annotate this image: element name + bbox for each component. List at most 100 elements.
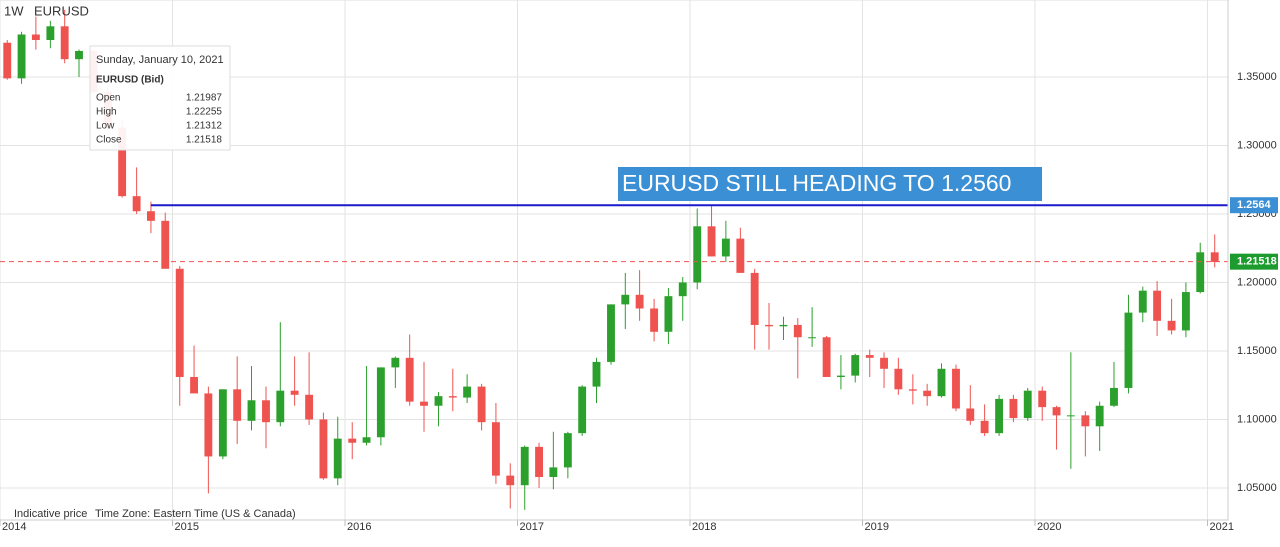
tooltip: Sunday, January 10, 2021 EURUSD (Bid) Op… <box>89 45 231 151</box>
candle-body <box>146 211 155 221</box>
annotation-box <box>618 167 1042 201</box>
x-tick-label: 2020 <box>1037 521 1061 533</box>
candle-body <box>592 361 601 387</box>
candle-body <box>391 357 400 368</box>
tooltip-value: 1.22255 <box>186 107 223 118</box>
candle-body <box>808 337 817 339</box>
candle-body <box>491 422 500 476</box>
tooltip-label: Low <box>96 121 115 132</box>
candle-body <box>233 389 242 421</box>
candle-body <box>448 396 457 398</box>
tooltip-value: 1.21312 <box>186 121 223 132</box>
candle-body <box>1153 290 1162 321</box>
candle-body <box>736 238 745 273</box>
x-tick-label: 2021 <box>1209 521 1233 533</box>
candle-body <box>190 376 198 394</box>
candle-body <box>319 419 328 479</box>
candle-body <box>621 294 630 305</box>
candle-body <box>1210 252 1219 262</box>
candle-body <box>1066 415 1075 417</box>
candle-body <box>333 438 342 479</box>
candle-body <box>276 390 285 423</box>
tooltip-label: High <box>96 107 117 118</box>
candle-body <box>506 475 515 486</box>
candle-body <box>348 438 357 443</box>
tooltip-box <box>89 45 231 151</box>
x-tick-label: 2016 <box>347 521 371 533</box>
candle-body <box>1167 320 1176 331</box>
candle-body <box>952 368 960 409</box>
y-tick-label: 1.05000 <box>1237 482 1277 494</box>
candle-body <box>966 408 975 421</box>
tooltip-value: 1.21518 <box>186 135 223 146</box>
candle-body <box>1138 290 1147 313</box>
footer: Time Zone: Eastern Time (US & Canada) <box>95 508 296 520</box>
candle-body <box>1110 387 1118 406</box>
candle-body <box>750 272 759 325</box>
x-tick-label: 2019 <box>864 521 888 533</box>
candle-body <box>3 42 12 79</box>
candle-body <box>1081 415 1090 427</box>
candle-body <box>60 26 69 60</box>
timeframe: 1W <box>4 3 24 18</box>
candle-body <box>549 467 558 477</box>
candle-body <box>175 268 184 377</box>
y-tick-label: 1.30000 <box>1237 139 1277 151</box>
candle-body <box>721 238 730 257</box>
x-tick-label: 2017 <box>519 521 543 533</box>
candle-body <box>46 26 55 40</box>
grid: 1.050001.100001.150001.200001.250001.300… <box>0 0 1277 533</box>
candle-body <box>1196 252 1205 293</box>
y-tick-label: 1.35000 <box>1237 71 1277 83</box>
price-badge <box>1230 253 1278 270</box>
candle-body <box>563 433 572 468</box>
candle-body <box>851 355 860 376</box>
x-tick-label: 2014 <box>2 521 26 533</box>
chart-title: EURUSD <box>34 3 89 18</box>
candle-body <box>865 355 874 358</box>
tooltip-label: Open <box>96 93 120 104</box>
candle-body <box>463 386 472 398</box>
candle-body <box>980 420 989 434</box>
candle-body <box>405 357 414 402</box>
candle-body <box>822 337 831 377</box>
candle-body <box>578 386 587 434</box>
candle-body <box>664 296 673 332</box>
candle-body <box>765 324 773 327</box>
candle-body <box>1052 407 1061 416</box>
tooltip-date: Sunday, January 10, 2021 <box>96 54 224 66</box>
candle-body <box>693 226 702 283</box>
footer: Indicative price <box>14 508 87 520</box>
price-badge <box>1230 197 1278 214</box>
candle-body <box>1009 398 1018 419</box>
candle-body <box>793 324 802 338</box>
candle-body <box>75 50 83 60</box>
candle-body <box>1124 312 1133 388</box>
candle-body <box>204 393 213 457</box>
candle-body <box>362 437 371 443</box>
candle-body <box>678 282 687 297</box>
x-tick-label: 2018 <box>692 521 716 533</box>
candle-body <box>376 367 385 438</box>
annotation: EURUSD STILL HEADING TO 1.2560 <box>622 170 1011 196</box>
candle-body <box>434 396 443 406</box>
candle-body <box>132 196 141 212</box>
y-tick-label: 1.15000 <box>1237 345 1277 357</box>
price-badge-label: 1.21518 <box>1237 256 1277 268</box>
candle-body <box>262 400 270 423</box>
candle-body <box>880 357 888 369</box>
candle-body <box>218 389 227 457</box>
x-tick-label: 2015 <box>174 521 198 533</box>
candle-body <box>247 400 256 421</box>
candle-body <box>1095 405 1104 427</box>
y-tick-label: 1.20000 <box>1237 276 1277 288</box>
candle-body <box>420 401 428 406</box>
tooltip-value: 1.21987 <box>186 93 223 104</box>
candle-body <box>161 220 170 269</box>
tooltip-label: Close <box>96 135 122 146</box>
tooltip-symbol: EURUSD (Bid) <box>96 75 164 86</box>
candle-body <box>607 304 615 362</box>
candle-body <box>937 368 946 397</box>
candle-body <box>520 446 529 486</box>
